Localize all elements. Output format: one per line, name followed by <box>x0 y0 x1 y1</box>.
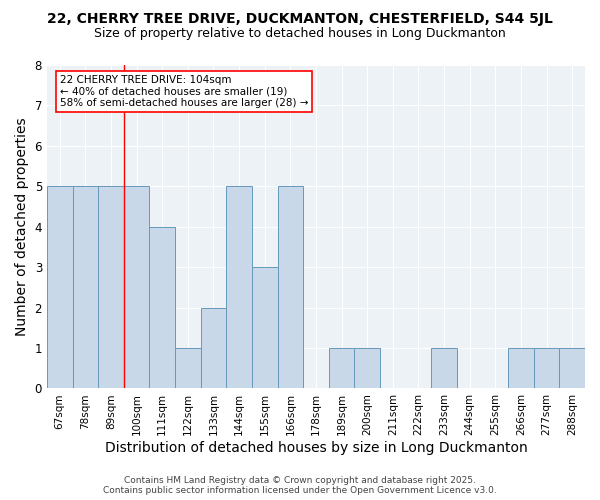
Bar <box>252 267 278 388</box>
Text: 22, CHERRY TREE DRIVE, DUCKMANTON, CHESTERFIELD, S44 5JL: 22, CHERRY TREE DRIVE, DUCKMANTON, CHEST… <box>47 12 553 26</box>
Bar <box>175 348 200 389</box>
Bar <box>73 186 98 388</box>
Text: Contains HM Land Registry data © Crown copyright and database right 2025.
Contai: Contains HM Land Registry data © Crown c… <box>103 476 497 495</box>
Bar <box>200 308 226 388</box>
Bar <box>508 348 534 389</box>
Bar <box>431 348 457 389</box>
Y-axis label: Number of detached properties: Number of detached properties <box>15 118 29 336</box>
Bar <box>278 186 303 388</box>
Bar <box>559 348 585 389</box>
Bar <box>329 348 355 389</box>
Bar <box>149 226 175 388</box>
Text: 22 CHERRY TREE DRIVE: 104sqm
← 40% of detached houses are smaller (19)
58% of se: 22 CHERRY TREE DRIVE: 104sqm ← 40% of de… <box>60 75 308 108</box>
Bar <box>534 348 559 389</box>
X-axis label: Distribution of detached houses by size in Long Duckmanton: Distribution of detached houses by size … <box>104 441 527 455</box>
Bar <box>47 186 73 388</box>
Bar <box>98 186 124 388</box>
Bar <box>124 186 149 388</box>
Bar <box>226 186 252 388</box>
Text: Size of property relative to detached houses in Long Duckmanton: Size of property relative to detached ho… <box>94 28 506 40</box>
Bar <box>355 348 380 389</box>
